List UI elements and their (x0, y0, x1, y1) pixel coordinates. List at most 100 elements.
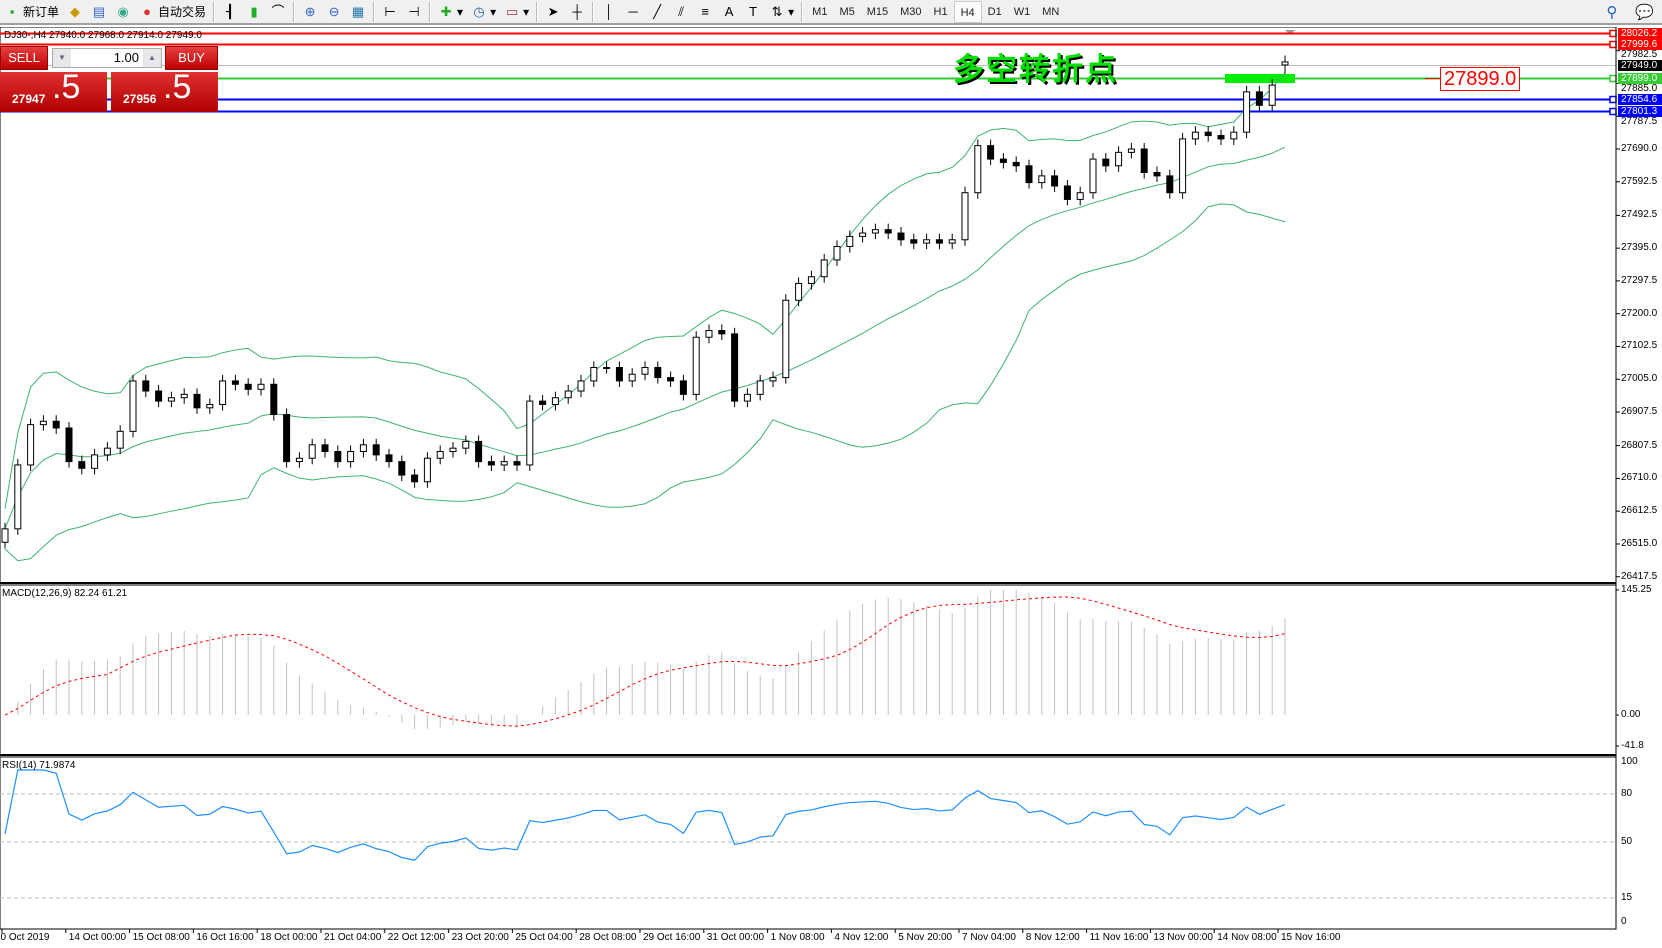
candle-bullish (603, 366, 611, 369)
trendline-button[interactable]: ╱ (645, 1, 669, 23)
text-label-icon: T (749, 3, 758, 19)
time-axis-label: 13 Nov 00:00 (1153, 932, 1213, 943)
macd-label: MACD(12,26,9) 82.24 61.21 (2, 588, 128, 599)
timeframe-h1[interactable]: H1 (933, 5, 948, 18)
chart-canvas[interactable] (0, 27, 1662, 948)
tile-windows-button[interactable]: ▦ (346, 1, 370, 23)
crosshair-button[interactable]: ┼ (565, 1, 589, 23)
time-axis-label: 5 Nov 20:00 (898, 932, 953, 943)
candle-bearish (1140, 148, 1148, 174)
candle-bearish (1051, 175, 1059, 187)
price-axis-label: 27885.0 (1621, 83, 1658, 94)
candle-bullish (295, 457, 303, 463)
equidistant-channel-button[interactable]: ⫽ (669, 1, 693, 23)
sell-button[interactable]: SELL (0, 46, 48, 70)
fibonacci-button[interactable]: ≡ (693, 1, 717, 23)
time-axis-label: 14 Oct 00:00 (68, 932, 127, 943)
new-order-label: 新订单 (23, 5, 60, 19)
macd-pane (0, 584, 1617, 756)
candle-bullish (628, 373, 636, 382)
periods-button[interactable]: ◷ ▾ (467, 1, 500, 23)
buy-button[interactable]: BUY (165, 46, 218, 70)
timeframe-mn[interactable]: MN (1042, 5, 1060, 18)
indicators-button[interactable]: ✚ ▾ (434, 1, 467, 23)
candle-bullish (1089, 158, 1097, 194)
text-button[interactable]: A (717, 1, 741, 23)
timeframe-h4[interactable]: H4 (953, 0, 982, 23)
search-icon[interactable]: ⚲ (1606, 4, 1618, 21)
chat-icon[interactable]: 💬 (1635, 4, 1654, 21)
sell-price[interactable]: 27947 .5 (0, 68, 107, 112)
candle-bearish (654, 366, 662, 379)
new-order-icon: ▪ (9, 3, 15, 19)
price-tag: 27999.6 (1618, 39, 1662, 50)
toolbar-separator (213, 1, 216, 22)
candle-bearish (1025, 165, 1033, 184)
vertical-line-button[interactable]: │ (597, 1, 621, 23)
rsi-axis-label: 15 (1621, 892, 1633, 903)
candle-bullish (103, 447, 111, 456)
macd-axis-label: 145.25 (1621, 584, 1652, 595)
hline-handle (1609, 95, 1617, 104)
candle-bearish (244, 383, 252, 390)
autoscroll-button[interactable]: ⊣ (402, 1, 426, 23)
price-tag: 27949.0 (1618, 60, 1662, 71)
lot-value[interactable]: 1.00 (113, 50, 139, 65)
candle-bearish (1102, 158, 1110, 167)
price-axis-label: 27690.0 (1621, 143, 1658, 154)
zoom-out-button[interactable]: ⊖ (322, 1, 346, 23)
bollinger-lower (4, 203, 1286, 562)
time-axis-label: 22 Oct 12:00 (387, 932, 446, 943)
candle-bullish (116, 430, 124, 449)
candle-bearish (475, 440, 483, 463)
candlestick-button[interactable]: ▮ (242, 1, 266, 23)
chart-annotation-text[interactable]: 多空转折点 (953, 52, 1118, 88)
candle-bearish (667, 377, 675, 382)
bar-chart-button[interactable]: ┨ (218, 1, 242, 23)
candle-bearish (1153, 172, 1161, 177)
buy-price-main: 27956 (123, 92, 157, 106)
candle-bearish (270, 383, 278, 416)
candle-bullish (692, 336, 700, 395)
chart-title: DJ30-,H4 27940.0 27968.0 27914.0 27949.0 (4, 30, 202, 41)
zoom-in-button[interactable]: ⊕ (298, 1, 322, 23)
candle-bearish (615, 366, 623, 382)
new-order-button[interactable]: ▪ 新订单 (0, 1, 63, 23)
hline-handle (1609, 29, 1617, 38)
time-axis-label: 4 Nov 12:00 (834, 932, 889, 943)
timeframe-m1[interactable]: M1 (812, 5, 828, 18)
buy-price[interactable]: 27956 .5 (111, 68, 218, 112)
line-chart-button[interactable]: ⌒ (266, 1, 290, 23)
templates-button[interactable]: ▭ ▾ (505, 3, 530, 19)
timeframe-w1[interactable]: W1 (1013, 5, 1031, 18)
text-label-button[interactable]: T (741, 1, 765, 23)
timeframe-m15[interactable]: M15 (866, 5, 889, 18)
text-icon: A (724, 3, 734, 19)
candle-bearish (987, 145, 995, 160)
signals-button[interactable]: ◉ (111, 1, 135, 23)
arrows-button[interactable]: ⇅ ▾ (765, 1, 798, 23)
timeframe-m30[interactable]: M30 (900, 5, 922, 18)
candle-bullish (833, 245, 841, 261)
lot-size-input[interactable]: ▼ 1.00 ▲ (52, 48, 162, 68)
bar-chart-icon: ┨ (226, 3, 234, 19)
price-axis-label: 27005.0 (1621, 373, 1658, 385)
chart-shift-button[interactable]: ⊢ (378, 1, 402, 23)
auto-trade-button[interactable]: ● 自动交易 (135, 1, 210, 23)
cursor-button[interactable]: ➤ (541, 1, 565, 23)
lot-increase-button[interactable]: ▲ (143, 49, 161, 67)
lot-decrease-button[interactable]: ▼ (53, 49, 71, 67)
periods-icon: ◷ (473, 3, 485, 19)
toolbar: ▪ 新订单 ◆ ▤ ◉ ● 自动交易 ┨ ▮ ⌒ ⊕ ⊖ ▦ ⊢ ⊣ ✚ ▾ ◷ ▾ ▭… (0, 0, 1662, 25)
hline-price-label[interactable]: 27899.0 (1440, 67, 1521, 91)
hline-handle (1609, 107, 1617, 116)
timeframe-d1[interactable]: D1 (987, 5, 1002, 18)
price-axis-label: 26807.5 (1621, 439, 1658, 451)
time-axis-label: 29 Oct 16:00 (643, 932, 701, 943)
timeframe-m5[interactable]: M5 (839, 5, 855, 18)
candle-bullish (180, 393, 188, 399)
navigator-button[interactable]: ▤ (87, 1, 111, 23)
price-axis-label: 27102.5 (1621, 340, 1658, 352)
horizontal-line-button[interactable]: ─ (621, 1, 645, 23)
market-watch-button[interactable]: ◆ (63, 1, 87, 23)
